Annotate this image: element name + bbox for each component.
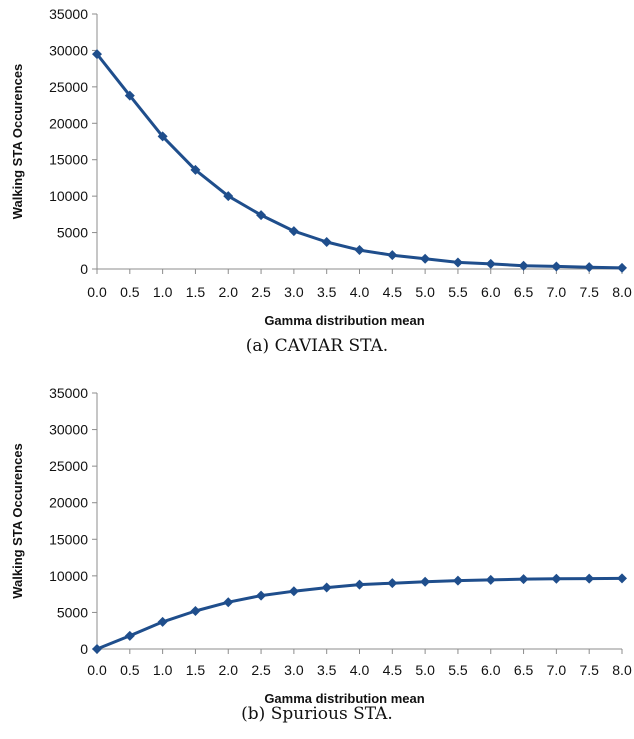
y-tick-label: 20000 xyxy=(49,115,88,131)
data-point-marker xyxy=(92,49,102,60)
x-tick-label: 4.5 xyxy=(383,662,403,678)
chart-panel-spurious: 0 5000 10000 15000 20000 25000 30000 35000 0.0 0.… xyxy=(0,378,634,739)
x-tick-label: 4.0 xyxy=(350,662,370,678)
data-point-marker xyxy=(617,573,627,584)
x-tick-label: 3.0 xyxy=(284,284,304,300)
y-tick-label: 0 xyxy=(80,261,88,277)
data-point-marker xyxy=(190,605,201,616)
y-tick-label: 35000 xyxy=(49,6,88,22)
data-point-marker xyxy=(354,579,365,590)
y-tick-label: 15000 xyxy=(49,152,88,168)
data-point-marker xyxy=(157,131,168,142)
y-tick-label: 35000 xyxy=(49,385,88,401)
data-point-marker xyxy=(452,575,463,586)
y-tick-label: 15000 xyxy=(49,531,88,547)
y-tick-label: 10000 xyxy=(49,568,88,584)
x-tick-label: 0.5 xyxy=(120,662,140,678)
data-point-marker xyxy=(452,257,463,268)
data-point-marker xyxy=(288,226,299,237)
data-point-marker xyxy=(584,573,595,584)
data-point-marker xyxy=(256,210,267,221)
data-point-marker xyxy=(354,245,365,256)
data-point-marker xyxy=(551,573,562,584)
x-tick-label: 6.0 xyxy=(481,662,501,678)
x-tick-label: 1.0 xyxy=(153,662,173,678)
spurious-sta-chart: 0 5000 10000 15000 20000 25000 30000 35000 0.0 0.… xyxy=(10,385,632,706)
x-tick-label: 8.0 xyxy=(612,662,632,678)
y-tick-label: 0 xyxy=(80,641,88,657)
data-point-marker xyxy=(190,164,201,175)
data-point-marker xyxy=(124,630,135,641)
x-tick-label: 5.5 xyxy=(448,662,468,678)
x-tick-label: 0.5 xyxy=(120,284,140,300)
data-point-marker xyxy=(124,90,135,101)
data-point-marker xyxy=(485,574,496,585)
y-tick-label: 10000 xyxy=(49,188,88,204)
x-tick-label: 3.5 xyxy=(317,284,337,300)
data-point-marker xyxy=(551,261,562,272)
caviar-sta-chart: 0 5000 10000 15000 20000 25000 30000 35000 0.0 0.… xyxy=(10,6,632,328)
y-tick-label: 5000 xyxy=(57,225,88,241)
x-tick-label: 3.5 xyxy=(317,662,337,678)
x-axis-title: Gamma distribution mean xyxy=(264,313,424,328)
data-point-marker xyxy=(256,590,267,601)
x-tick-label: 0.0 xyxy=(87,284,107,300)
data-point-marker xyxy=(584,262,595,273)
x-tick-label: 5.0 xyxy=(415,662,435,678)
x-tick-label: 7.5 xyxy=(579,662,599,678)
chart-caption-caviar: (a) CAVIAR STA. xyxy=(245,336,389,356)
data-point-marker xyxy=(518,574,529,585)
x-tick-label: 6.5 xyxy=(514,662,534,678)
x-tick-label: 5.0 xyxy=(415,284,435,300)
data-point-marker xyxy=(420,576,431,587)
x-tick-label: 1.5 xyxy=(186,662,206,678)
x-tick-label: 7.5 xyxy=(579,284,599,300)
y-tick-label: 30000 xyxy=(49,422,88,438)
x-tick-label: 4.5 xyxy=(383,284,403,300)
data-point-marker xyxy=(321,582,332,593)
data-point-marker xyxy=(485,258,496,269)
y-tick-label: 20000 xyxy=(49,495,88,511)
y-tick-label: 5000 xyxy=(57,604,88,620)
data-point-marker xyxy=(223,597,234,608)
x-tick-label: 6.0 xyxy=(481,284,501,300)
data-point-marker xyxy=(387,578,398,589)
data-point-marker xyxy=(321,237,332,248)
x-tick-label: 5.5 xyxy=(448,284,468,300)
chart-caption-spurious: (b) Spurious STA. xyxy=(241,704,393,724)
x-tick-label: 7.0 xyxy=(547,662,567,678)
y-axis-title: Walking STA Occurences xyxy=(10,443,25,599)
x-tick-label: 2.0 xyxy=(219,284,239,300)
y-tick-label: 25000 xyxy=(49,79,88,95)
x-axis-title: Gamma distribution mean xyxy=(264,691,424,706)
x-tick-label: 6.5 xyxy=(514,284,534,300)
data-point-marker xyxy=(420,253,431,264)
chart-panel-caviar: 0 5000 10000 15000 20000 25000 30000 35000 0.0 0.… xyxy=(10,6,632,356)
data-point-marker xyxy=(157,616,168,627)
data-point-marker xyxy=(518,260,529,271)
x-tick-label: 3.0 xyxy=(284,662,304,678)
data-point-marker xyxy=(387,250,398,261)
series-line xyxy=(95,53,623,270)
data-point-marker xyxy=(617,262,627,273)
data-point-marker xyxy=(92,644,102,654)
x-tick-label: 0.0 xyxy=(87,662,107,678)
x-tick-label: 1.0 xyxy=(153,284,173,300)
x-tick-label: 2.5 xyxy=(251,284,271,300)
y-axis-title: Walking STA Occurences xyxy=(10,64,25,220)
x-tick-label: 7.0 xyxy=(547,284,567,300)
data-point-marker xyxy=(288,586,299,597)
y-tick-label: 30000 xyxy=(49,42,88,58)
x-tick-label: 4.0 xyxy=(350,284,370,300)
x-tick-label: 8.0 xyxy=(612,284,632,300)
y-tick-label: 25000 xyxy=(49,458,88,474)
x-tick-label: 1.5 xyxy=(186,284,206,300)
data-point-marker xyxy=(223,191,234,202)
x-tick-label: 2.5 xyxy=(251,662,271,678)
x-tick-label: 2.0 xyxy=(219,662,239,678)
